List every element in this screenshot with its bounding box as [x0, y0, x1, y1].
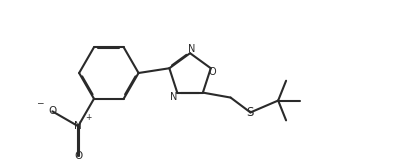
Text: N: N — [188, 44, 196, 54]
Text: S: S — [247, 106, 254, 119]
Text: −: − — [36, 98, 43, 107]
Text: O: O — [74, 151, 82, 161]
Text: +: + — [85, 113, 91, 122]
Text: N: N — [74, 121, 82, 131]
Text: O: O — [48, 106, 57, 116]
Text: O: O — [209, 67, 217, 77]
Text: N: N — [170, 92, 177, 102]
